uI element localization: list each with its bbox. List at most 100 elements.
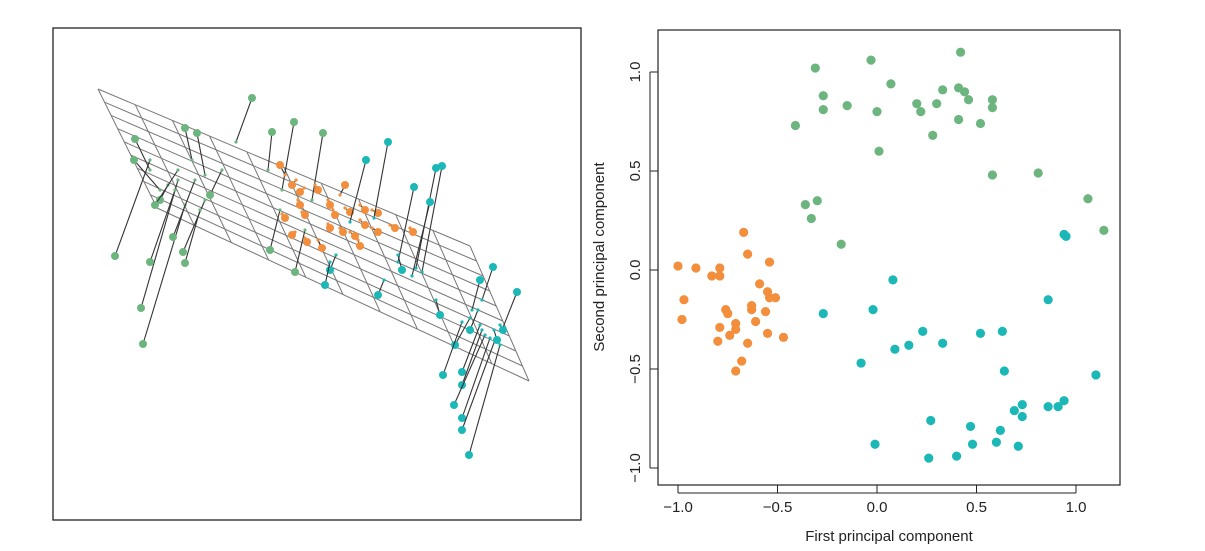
grid-line — [469, 245, 530, 382]
projection-line — [461, 329, 483, 386]
green-point — [932, 99, 942, 109]
green-3d-point — [146, 258, 154, 266]
green-projected-point — [190, 158, 194, 162]
green-point — [1099, 225, 1109, 235]
green-projected-point — [220, 168, 224, 172]
projection-line — [154, 169, 179, 206]
y-tick-label: −1.0 — [627, 453, 644, 483]
green-3d-point — [156, 196, 164, 204]
projection-line — [149, 189, 176, 263]
green-point — [938, 85, 948, 95]
projection-line — [411, 201, 431, 277]
green-3d-point — [319, 129, 327, 137]
3d-points — [111, 94, 521, 459]
green-projected-point — [266, 168, 270, 172]
teal-projected-point — [382, 278, 386, 282]
orange-3d-point — [296, 188, 304, 196]
grid-line — [150, 194, 523, 367]
teal-3d-point — [513, 288, 521, 296]
orange-projected-point — [370, 208, 374, 212]
grid-line — [209, 135, 270, 261]
orange-point — [751, 316, 761, 327]
green-point — [987, 170, 998, 180]
grid-line — [117, 128, 490, 292]
green-point — [963, 95, 974, 105]
teal-point — [1013, 441, 1023, 451]
projection-line — [140, 179, 179, 309]
projection-line — [134, 138, 151, 171]
projection-line — [461, 339, 496, 431]
orange-point — [743, 249, 753, 259]
projection-line — [142, 204, 186, 345]
orange-3d-point — [276, 161, 284, 169]
y-tick-label: 0.0 — [627, 260, 644, 281]
projection-line — [461, 324, 481, 373]
teal-3d-point — [362, 156, 370, 164]
projection-line — [182, 199, 206, 253]
teal-point — [1059, 396, 1069, 406]
teal-projected-point — [410, 274, 414, 278]
teal-point — [918, 326, 928, 336]
teal-3d-point — [384, 138, 392, 146]
teal-projected-point — [460, 320, 464, 324]
orange-projected-point — [356, 238, 360, 242]
green-projected-point — [198, 208, 202, 212]
orange-projected-point — [316, 238, 320, 242]
teal-point — [1091, 370, 1101, 380]
orange-projected-point — [388, 223, 392, 227]
projection-line — [397, 186, 415, 263]
teal-3d-point — [436, 311, 444, 319]
orange-projected-point — [348, 230, 352, 234]
grid-line — [137, 167, 510, 337]
orange-3d-point — [288, 181, 296, 189]
projection-line — [235, 97, 253, 143]
green-3d-point — [131, 135, 139, 143]
grid-line — [97, 88, 471, 247]
projection-line — [471, 279, 481, 311]
teal-projected-point — [488, 336, 492, 340]
green-projected-point — [193, 178, 197, 182]
green-point — [790, 120, 801, 131]
projection-line — [468, 344, 501, 456]
projection-line — [442, 321, 463, 376]
green-point — [874, 146, 884, 156]
teal-point — [952, 451, 962, 461]
x-axis: −1.0 −0.5 0.0 0.5 1.0 — [663, 485, 1086, 516]
green-3d-point — [248, 94, 256, 102]
teal-point — [1043, 295, 1053, 305]
green-projected-point — [148, 158, 152, 162]
orange-projected-point — [283, 173, 287, 177]
orange-3d-point — [339, 228, 347, 236]
green-point — [812, 196, 822, 206]
green-point — [959, 87, 970, 97]
green-point — [975, 118, 986, 129]
orange-point — [743, 338, 753, 348]
projection-line — [311, 132, 324, 201]
green-point — [955, 47, 966, 57]
grid-line — [97, 88, 158, 209]
teal-3d-point — [426, 198, 434, 206]
orange-projected-point — [358, 203, 362, 207]
orange-point — [715, 271, 725, 281]
teal-projected-point — [334, 253, 338, 257]
grid-line — [246, 151, 307, 278]
orange-projected-point — [338, 193, 342, 197]
green-3d-point — [137, 304, 145, 312]
teal-projected-point — [498, 323, 502, 327]
projection-line — [184, 127, 193, 161]
green-point — [806, 213, 816, 224]
plot-frame — [657, 29, 1121, 486]
teal-3d-point — [398, 266, 406, 274]
orange-3d-point — [409, 228, 417, 236]
green-3d-point — [181, 259, 189, 267]
orange-point — [760, 306, 771, 317]
green-point — [886, 79, 896, 89]
projection-line — [269, 209, 281, 251]
teal-point — [995, 425, 1005, 435]
projection-line — [114, 159, 151, 257]
teal-projected-point — [470, 308, 474, 312]
green-projected-point — [176, 168, 180, 172]
orange-point — [725, 330, 735, 340]
orange-point — [747, 305, 757, 315]
